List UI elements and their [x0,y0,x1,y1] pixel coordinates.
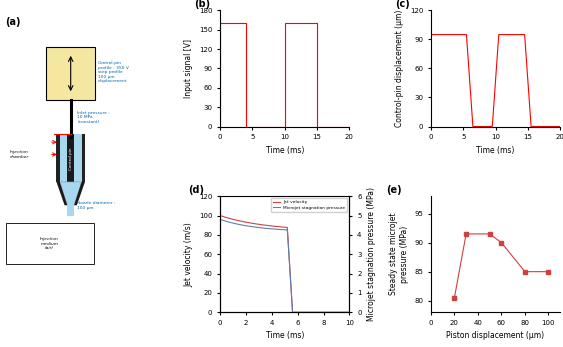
Text: (b): (b) [194,0,211,9]
Text: Control pin: Control pin [69,147,73,170]
Y-axis label: Jet velocity (m/s): Jet velocity (m/s) [185,222,193,287]
Text: Injection
medium
(air): Injection medium (air) [41,237,59,250]
Bar [67,134,74,182]
X-axis label: Time (ms): Time (ms) [266,331,304,340]
Text: (d): (d) [187,185,204,195]
Text: Injection
chamber: Injection chamber [10,150,29,159]
Text: (a): (a) [6,17,21,27]
Text: Inlet pressure :
10 MPa
(constant): Inlet pressure : 10 MPa (constant) [78,111,110,124]
Polygon shape [56,182,68,205]
Bar [56,134,60,182]
Y-axis label: Steady state microjet
pressure (MPa): Steady state microjet pressure (MPa) [389,213,409,296]
Y-axis label: Control-pin displacement (μm): Control-pin displacement (μm) [395,10,404,127]
X-axis label: Time (ms): Time (ms) [266,146,304,155]
Text: (e): (e) [386,185,401,195]
Polygon shape [74,182,85,205]
Polygon shape [60,134,82,182]
Text: Control-pin
profile : 350 V
step profile
100 μm
displacement: Control-pin profile : 350 V step profile… [98,61,129,83]
Legend: Jet velocity, Microjet stagnation pressure: Jet velocity, Microjet stagnation pressu… [271,198,347,212]
Bar [6,223,94,264]
Y-axis label: Microjet stagnation pressure (MPa): Microjet stagnation pressure (MPa) [367,187,376,321]
Y-axis label: Input signal [V]: Input signal [V] [185,39,193,98]
Bar [46,48,95,100]
X-axis label: Time (ms): Time (ms) [476,146,515,155]
Polygon shape [60,182,82,205]
Bar [68,205,74,216]
X-axis label: Piston displacement (μm): Piston displacement (μm) [446,331,544,340]
Text: (c): (c) [395,0,409,9]
Bar [82,134,85,182]
Text: Nozzle diameter :
100 μm: Nozzle diameter : 100 μm [78,201,116,210]
